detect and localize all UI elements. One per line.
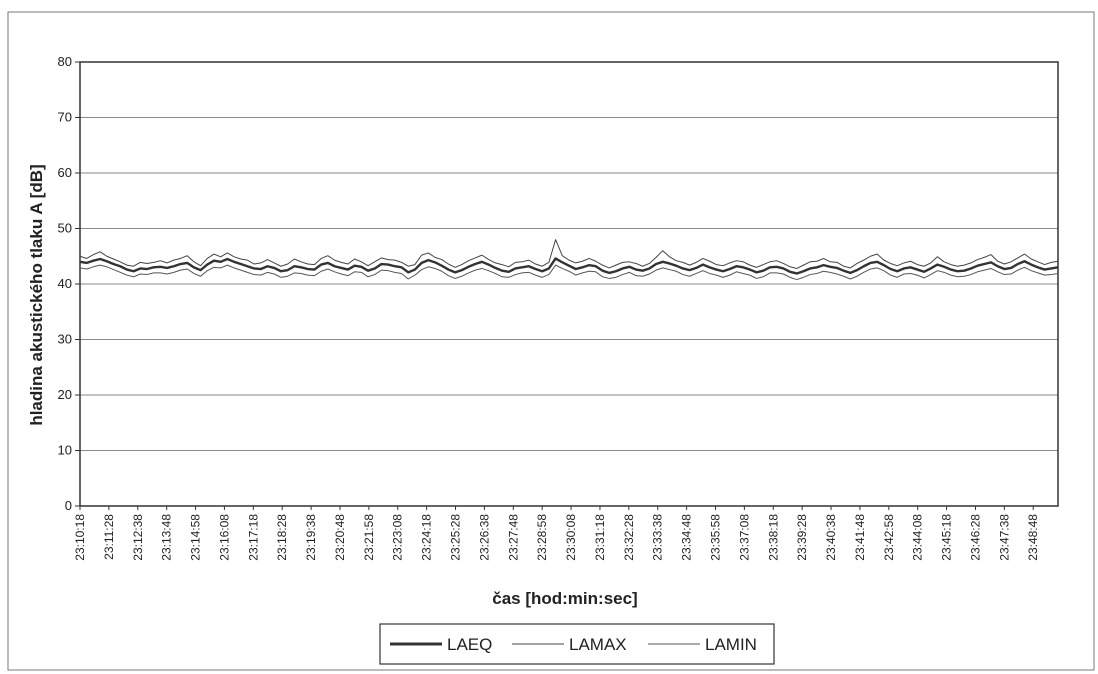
x-tick-label: 23:23:08 [391,514,405,561]
x-tick-label: 23:13:48 [160,514,174,561]
x-tick-label: 23:25:28 [449,514,463,561]
series-line-laeq [79,257,1059,275]
y-tick-label: 10 [58,443,72,458]
x-tick-label: 23:45:18 [940,514,954,561]
series-line-lamin [79,264,1059,281]
x-tick-label: 23:27:48 [506,514,520,561]
x-tick-label: 23:10:18 [73,514,87,561]
x-tick-label: 23:39:28 [795,514,809,561]
x-tick-label: 23:47:38 [997,514,1011,561]
x-tick-label: 23:40:38 [824,514,838,561]
x-tick-label: 23:35:58 [708,514,722,561]
gridlines [80,117,1058,451]
x-tick-label: 23:24:18 [420,514,434,561]
x-tick-label: 23:28:58 [535,514,549,561]
x-tick-label: 23:11:28 [102,514,116,560]
y-tick-label: 20 [58,387,72,402]
series-line-lamax [79,239,1059,269]
x-tick-label: 23:19:38 [304,514,318,561]
x-tick-label: 23:16:08 [217,514,231,561]
x-tick-label: 23:34:48 [680,514,694,561]
x-tick-label: 23:38:18 [766,514,780,561]
x-tick-label: 23:31:18 [593,514,607,561]
legend: LAEQ LAMAX LAMIN [379,623,775,665]
x-tick-label: 23:21:58 [362,514,376,561]
x-tick-label: 23:20:48 [333,514,347,561]
x-tick-label: 23:26:38 [477,514,491,561]
x-tick-label: 23:48:48 [1026,514,1040,561]
x-tick-label: 23:17:18 [246,514,260,561]
y-tick-label: 0 [65,498,72,513]
x-tick-label: 23:37:08 [737,514,751,561]
x-tick-label: 23:46:28 [968,514,982,561]
y-tick-label: 50 [58,221,72,236]
y-tick-label: 30 [58,332,72,347]
x-tick-label: 23:30:08 [564,514,578,561]
x-tick-label: 23:12:38 [131,514,145,561]
x-tick-label: 23:32:28 [622,514,636,561]
y-tick-labels: 0 10 20 30 40 50 60 70 80 [58,54,80,513]
x-tick-label: 23:18:28 [275,514,289,561]
x-axis-title: čas [hod:min:sec] [492,589,637,608]
y-tick-label: 60 [58,165,72,180]
x-tick-label: 23:44:08 [911,514,925,561]
y-axis-title: hladina akustického tlaku A [dB] [27,164,46,425]
x-tick-label: 23:41:48 [853,514,867,561]
x-tick-label: 23:14:58 [189,514,203,561]
legend-label-laeq: LAEQ [447,635,492,654]
series-lines [79,239,1059,281]
y-tick-label: 70 [58,110,72,125]
legend-box [379,623,775,665]
y-tick-label: 40 [58,276,72,291]
y-tick-label: 80 [58,54,72,69]
legend-label-lamin: LAMIN [705,635,757,654]
legend-label-lamax: LAMAX [569,635,627,654]
x-tick-label: 23:42:58 [882,514,896,561]
page-border [7,11,1095,671]
x-tick-label: 23:33:38 [651,514,665,561]
x-tick-labels: 23:10:18 23:11:28 23:12:38 23:13:48 23:14:58… [73,506,1040,561]
